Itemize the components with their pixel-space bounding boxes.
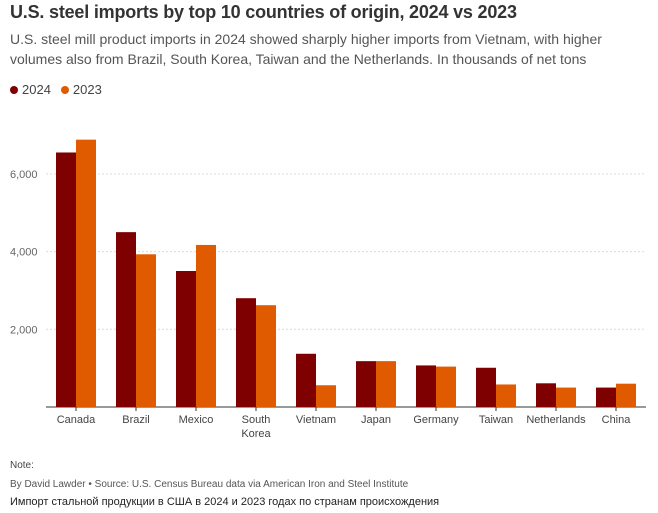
bar-chart: 2,000 4,000 6,000 Canada Brazil Mexico South Ko… bbox=[10, 139, 646, 440]
bar-2023-china bbox=[616, 383, 636, 407]
legend-label-2023: 2023 bbox=[72, 82, 102, 97]
bar-2023-vietnam bbox=[316, 385, 336, 407]
bar-2024-netherlands bbox=[536, 383, 556, 407]
bar-2024-vietnam bbox=[296, 353, 316, 407]
bar-2023-south-korea bbox=[256, 305, 276, 407]
y-tick-label: 2,000 bbox=[10, 324, 38, 336]
chart-note: Note: bbox=[10, 460, 34, 471]
x-tick-label: Germany bbox=[413, 414, 459, 426]
bar-2023-canada bbox=[76, 139, 96, 408]
x-tick-label: Japan bbox=[361, 414, 391, 426]
legend-swatch-2024 bbox=[10, 85, 18, 94]
bar-2024-japan bbox=[356, 361, 376, 407]
chart-subtitle: U.S. steel mill product imports in 2024 … bbox=[10, 31, 602, 67]
bar-2024-canada bbox=[56, 152, 76, 407]
bar-2023-netherlands bbox=[556, 387, 576, 407]
x-tick-label: Netherlands bbox=[526, 414, 586, 426]
bar-2023-taiwan bbox=[496, 384, 516, 407]
legend: 2024 2023 bbox=[10, 82, 102, 97]
legend-item-2024: 2024 bbox=[10, 82, 51, 97]
x-tick-label: Taiwan bbox=[479, 414, 513, 426]
legend-item-2023: 2023 bbox=[60, 82, 102, 97]
chart-source: By David Lawder • Source: U.S. Census Bu… bbox=[10, 479, 409, 490]
bar-2024-china bbox=[596, 387, 616, 407]
chart-title: U.S. steel imports by top 10 countries o… bbox=[10, 2, 517, 22]
x-tick-label: Vietnam bbox=[296, 414, 336, 426]
bar-2024-taiwan bbox=[476, 367, 496, 407]
y-tick-label: 4,000 bbox=[10, 247, 38, 259]
x-tick-label: Mexico bbox=[179, 414, 214, 426]
x-tick-label: Brazil bbox=[122, 414, 150, 426]
bar-2024-germany bbox=[416, 365, 436, 407]
bar-2023-mexico bbox=[196, 244, 216, 407]
x-tick-label: South Korea bbox=[241, 414, 271, 440]
chart-caption: Импорт стальной продукции в США в 2024 и… bbox=[10, 496, 440, 508]
bar-2024-mexico bbox=[176, 271, 196, 407]
x-tick-label: China bbox=[602, 414, 632, 426]
bar-2023-brazil bbox=[136, 254, 156, 407]
legend-label-2024: 2024 bbox=[22, 82, 51, 97]
bar-2024-south-korea bbox=[236, 298, 256, 407]
bar-2023-japan bbox=[376, 361, 396, 407]
legend-swatch-2023 bbox=[60, 85, 69, 94]
x-tick-label: Canada bbox=[57, 414, 96, 426]
bar-2024-brazil bbox=[116, 232, 136, 407]
y-tick-label: 6,000 bbox=[10, 169, 38, 181]
bar-2023-germany bbox=[436, 366, 456, 407]
